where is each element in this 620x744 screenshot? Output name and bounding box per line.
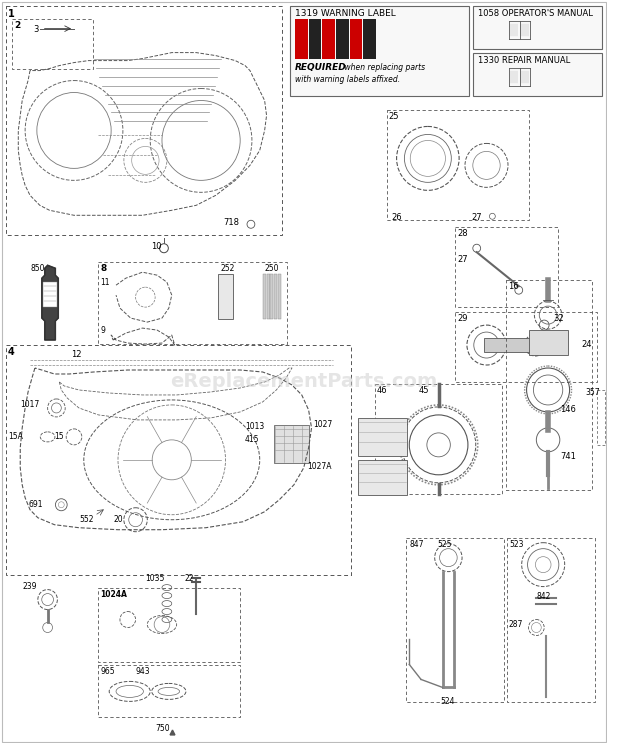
- Text: 850: 850: [30, 264, 45, 273]
- Text: 847: 847: [409, 539, 424, 548]
- Bar: [290, 6, 469, 95]
- Text: 10: 10: [151, 243, 162, 251]
- Text: 718: 718: [224, 218, 239, 227]
- Text: 22: 22: [185, 574, 194, 583]
- Text: 415: 415: [245, 435, 260, 444]
- Bar: [275, 275, 277, 319]
- Bar: [218, 275, 233, 319]
- Text: 552: 552: [79, 515, 94, 524]
- Text: 1024A: 1024A: [100, 589, 127, 599]
- Bar: [6, 345, 351, 574]
- Bar: [6, 6, 282, 235]
- Text: 27: 27: [472, 214, 482, 222]
- Text: 26: 26: [392, 214, 402, 222]
- Bar: [507, 538, 595, 702]
- Bar: [506, 280, 592, 490]
- Text: 45: 45: [419, 386, 430, 395]
- Bar: [358, 460, 407, 495]
- Text: 943: 943: [136, 667, 150, 676]
- Text: REQUIRED: REQUIRED: [295, 62, 347, 71]
- Text: 523: 523: [509, 539, 523, 548]
- Text: 1027: 1027: [314, 420, 333, 429]
- Text: 46: 46: [377, 386, 388, 395]
- Text: 357: 357: [585, 388, 600, 397]
- Bar: [267, 275, 270, 319]
- Text: 11: 11: [100, 278, 110, 287]
- Bar: [336, 19, 348, 59]
- Text: 24: 24: [582, 340, 592, 349]
- Bar: [275, 425, 309, 463]
- Bar: [350, 19, 362, 59]
- Text: 250: 250: [265, 264, 279, 273]
- Text: 1058 OPERATOR'S MANUAL: 1058 OPERATOR'S MANUAL: [477, 9, 593, 18]
- Bar: [363, 19, 376, 59]
- Text: 1330 REPAIR MANUAL: 1330 REPAIR MANUAL: [477, 56, 570, 65]
- Text: 20: 20: [113, 515, 123, 524]
- Bar: [455, 312, 597, 382]
- Text: 1319 WARNING LABEL: 1319 WARNING LABEL: [295, 9, 396, 18]
- Text: 750: 750: [155, 725, 170, 734]
- Bar: [406, 538, 504, 702]
- Bar: [484, 338, 533, 352]
- Text: 741: 741: [560, 452, 576, 461]
- Text: 1035: 1035: [145, 574, 165, 583]
- Bar: [295, 19, 308, 59]
- Text: 525: 525: [438, 539, 452, 548]
- Text: 8: 8: [100, 264, 107, 273]
- Bar: [263, 275, 265, 319]
- Text: 287: 287: [509, 620, 523, 629]
- Bar: [309, 19, 321, 59]
- Bar: [12, 19, 92, 68]
- Text: 842: 842: [536, 591, 551, 600]
- Bar: [270, 275, 273, 319]
- Bar: [43, 282, 58, 307]
- Bar: [99, 262, 287, 344]
- Text: 524: 524: [441, 697, 455, 706]
- Text: 252: 252: [221, 264, 235, 273]
- Text: 29: 29: [457, 314, 467, 323]
- Text: 1017: 1017: [20, 400, 40, 409]
- Text: 1: 1: [7, 9, 14, 19]
- Bar: [473, 6, 602, 48]
- Text: 2: 2: [14, 21, 20, 30]
- Text: 146: 146: [560, 405, 576, 414]
- Bar: [375, 384, 502, 494]
- Text: 25: 25: [389, 112, 399, 121]
- Text: 32: 32: [553, 314, 564, 323]
- Bar: [322, 19, 335, 59]
- Polygon shape: [42, 265, 58, 340]
- Text: 4: 4: [7, 347, 14, 357]
- Text: 12: 12: [71, 350, 82, 359]
- Bar: [278, 275, 281, 319]
- Text: 27: 27: [457, 255, 468, 264]
- Text: with warning labels affixed.: with warning labels affixed.: [295, 74, 400, 83]
- Bar: [387, 111, 528, 220]
- Text: when replacing parts: when replacing parts: [342, 62, 425, 71]
- Text: 239: 239: [22, 582, 37, 591]
- Bar: [473, 53, 602, 95]
- Bar: [99, 588, 240, 662]
- Text: 15A: 15A: [9, 432, 24, 441]
- Text: 965: 965: [100, 667, 115, 676]
- Bar: [597, 390, 604, 445]
- Text: 28: 28: [457, 229, 468, 238]
- Text: 9: 9: [100, 326, 105, 335]
- Bar: [455, 227, 558, 307]
- Text: 15: 15: [55, 432, 64, 441]
- Bar: [358, 418, 407, 456]
- Text: 3: 3: [33, 25, 38, 33]
- Text: 1013: 1013: [245, 422, 264, 431]
- Text: 691: 691: [28, 500, 43, 509]
- Bar: [528, 330, 568, 355]
- Text: eReplacementParts.com: eReplacementParts.com: [170, 372, 437, 391]
- Text: 1027A: 1027A: [308, 462, 332, 471]
- Text: 16: 16: [508, 282, 519, 291]
- Bar: [99, 665, 240, 717]
